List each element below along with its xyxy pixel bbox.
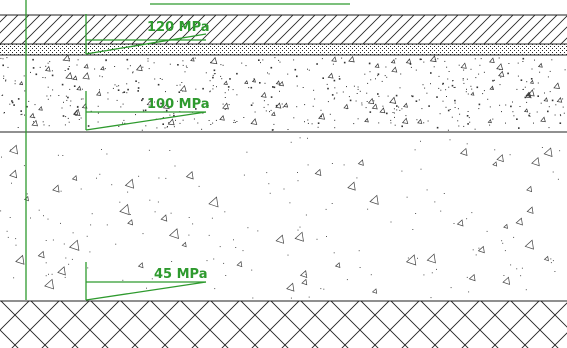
stress-label-45: 45 MPa	[154, 267, 208, 282]
stress-indicator-100: 100 MPa	[86, 91, 210, 130]
layer-concrete	[0, 55, 565, 131]
stress-label-120: 120 MPa	[147, 20, 210, 35]
layer-thin-dotted	[0, 44, 567, 55]
stress-indicator-45: 45 MPa	[86, 262, 208, 300]
layer-subbase	[0, 137, 560, 298]
stress-label-100: 100 MPa	[147, 97, 210, 112]
layer-subgrade-hatch	[0, 301, 567, 348]
